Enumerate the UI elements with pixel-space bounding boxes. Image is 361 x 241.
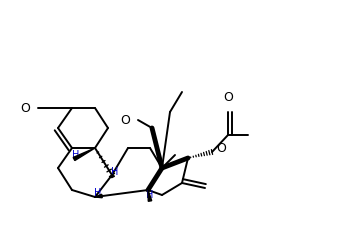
Text: O: O	[216, 141, 226, 154]
Polygon shape	[112, 175, 114, 178]
Polygon shape	[73, 148, 95, 161]
Text: H: H	[111, 167, 119, 177]
Text: O: O	[120, 114, 130, 127]
Text: H: H	[94, 188, 102, 198]
Polygon shape	[95, 194, 102, 198]
Text: H: H	[72, 150, 80, 160]
Polygon shape	[148, 190, 152, 201]
Text: O: O	[223, 91, 233, 104]
Text: H: H	[146, 190, 154, 200]
Text: O: O	[20, 101, 30, 114]
